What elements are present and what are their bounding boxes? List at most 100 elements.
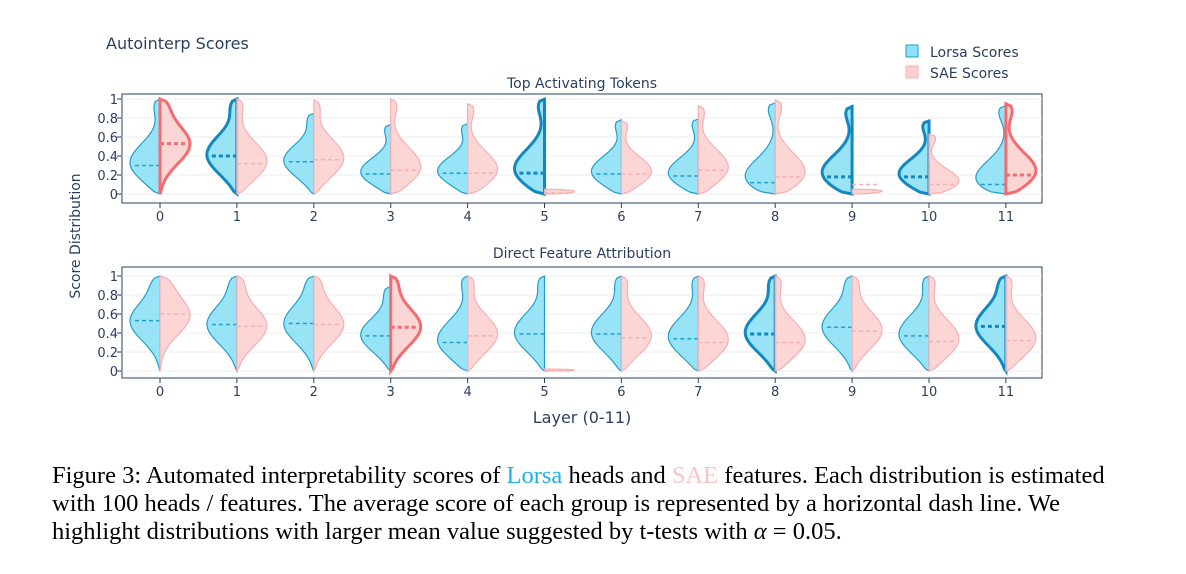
- lorsa-violin-layer-4: [436, 275, 469, 372]
- lorsa-violin-layer-11: [975, 104, 1007, 195]
- lorsa-violin-layer-9: [821, 275, 853, 373]
- sae-violin-layer-11: [1004, 101, 1038, 196]
- y-tick-label: 0.6: [97, 131, 118, 146]
- sae-violin-layer-8: [774, 275, 806, 372]
- lorsa-violin-layer-6: [590, 119, 622, 195]
- sae-violin-layer-4: [467, 102, 499, 195]
- x-tick-label: 7: [694, 210, 702, 225]
- y-tick-label: 0: [110, 365, 118, 380]
- sae-violin-layer-4: [467, 275, 499, 373]
- figure-caption: Figure 3: Automated interpretability sco…: [52, 462, 1132, 546]
- y-tick-label: 0: [110, 188, 118, 203]
- sae-violin-layer-1: [236, 98, 268, 195]
- x-tick-label: 0: [156, 385, 164, 400]
- x-tick-label: 10: [921, 210, 938, 225]
- x-tick-label: 7: [694, 385, 702, 400]
- x-tick-label: 9: [848, 210, 856, 225]
- x-tick-label: 5: [540, 385, 548, 400]
- y-tick-label: 0.6: [97, 308, 118, 323]
- legend-swatch-sae: [905, 65, 919, 79]
- x-tick-label: 1: [233, 385, 241, 400]
- legend-label-lorsa: Lorsa Scores: [930, 45, 1019, 61]
- x-tick-label: 8: [771, 210, 779, 225]
- legend-swatch-lorsa: [905, 44, 919, 58]
- lorsa-violin-layer-6: [590, 275, 622, 373]
- x-tick-label: 11: [998, 210, 1015, 225]
- sae-violin-layer-6: [620, 119, 653, 195]
- caption-prefix: Figure 3: Automated interpretability sco…: [52, 462, 507, 489]
- legend: Lorsa Scores SAE Scores: [905, 44, 1019, 82]
- caption-suffix: = 0.05.: [766, 518, 842, 545]
- sae-violin-layer-1: [236, 275, 268, 373]
- y-tick-label: 0.8: [97, 289, 118, 304]
- y-tick-label: 0.8: [97, 112, 118, 127]
- plot-frame: [121, 266, 1043, 379]
- lorsa-violin-layer-5: [512, 96, 546, 196]
- caption-mid2: features. Each distribution is estimated…: [52, 462, 1105, 545]
- lorsa-violin-layer-4: [436, 122, 469, 195]
- caption-mid1: heads and: [562, 462, 672, 489]
- lorsa-violin-layer-0: [129, 98, 161, 195]
- caption-lorsa-word: Lorsa: [506, 462, 563, 489]
- sae-violin-layer-3: [390, 98, 422, 195]
- caption-sae-word: SAE: [671, 462, 719, 489]
- figure-title: Autointerp Scores: [106, 34, 249, 53]
- lorsa-violin-layer-7: [667, 275, 699, 372]
- sae-violin-layer-2: [313, 98, 345, 196]
- x-tick-label: 9: [848, 385, 856, 400]
- lorsa-violin-layer-11: [974, 273, 1008, 376]
- x-tick-label: 8: [771, 385, 779, 400]
- panel-title: Top Activating Tokens: [506, 76, 657, 92]
- x-tick-label: 3: [387, 385, 395, 400]
- sae-violin-layer-0: [159, 275, 191, 372]
- x-tick-label: 4: [463, 385, 471, 400]
- y-tick-label: 1: [110, 93, 118, 108]
- x-tick-label: 6: [617, 385, 625, 400]
- panel-title: Direct Feature Attribution: [493, 246, 671, 262]
- x-tick-label: 1: [233, 210, 241, 225]
- x-tick-label: 3: [387, 210, 395, 225]
- lorsa-violin-layer-3: [360, 123, 392, 195]
- sae-violin-layer-9: [851, 188, 883, 195]
- y-tick-label: 1: [110, 270, 118, 285]
- lorsa-violin-layer-1: [205, 96, 239, 198]
- sae-violin-layer-7: [697, 275, 729, 372]
- sae-violin-layer-9: [851, 275, 883, 373]
- lorsa-violin-layer-1: [206, 275, 238, 374]
- y-tick-label: 0.4: [97, 150, 118, 165]
- sae-violin-layer-2: [313, 275, 345, 374]
- sae-violin-layer-10: [928, 275, 960, 372]
- x-tick-label: 2: [310, 210, 318, 225]
- sae-violin-layer-7: [697, 104, 729, 195]
- x-tick-label: 0: [156, 210, 164, 225]
- lorsa-violin-layer-5: [513, 275, 546, 373]
- lorsa-violin-layer-10: [897, 118, 931, 196]
- x-axis-title: Layer (0-11): [533, 408, 632, 427]
- sae-violin-layer-11: [1005, 275, 1037, 372]
- x-tick-label: 11: [998, 385, 1015, 400]
- lorsa-violin-layer-9: [820, 104, 854, 196]
- lorsa-violin-layer-8: [744, 101, 776, 195]
- violin-figure: Autointerp Scores Score Distribution Lay…: [68, 34, 1043, 427]
- lorsa-violin-layer-3: [360, 285, 392, 373]
- lorsa-violin-layer-0: [129, 275, 161, 372]
- lorsa-violin-layer-10: [898, 275, 930, 373]
- legend-label-sae: SAE Scores: [930, 66, 1009, 82]
- lorsa-violin-layer-8: [743, 273, 777, 374]
- x-tick-label: 2: [310, 385, 318, 400]
- sae-violin-layer-8: [774, 99, 806, 195]
- y-tick-label: 0.4: [97, 327, 118, 342]
- sae-violin-layer-6: [620, 275, 653, 373]
- y-tick-label: 0.2: [97, 169, 118, 184]
- sae-violin-layer-10: [928, 133, 960, 195]
- x-tick-label: 5: [540, 210, 548, 225]
- lorsa-violin-layer-2: [283, 112, 315, 196]
- y-tick-label: 0.2: [97, 346, 118, 361]
- sae-violin-layer-3: [389, 273, 423, 376]
- x-tick-label: 4: [463, 210, 471, 225]
- panel-direct-feature-attribution: Direct Feature Attribution 0 0.2 0.4 0.6 0.8 1…: [97, 246, 1043, 400]
- x-tick-label: 6: [617, 210, 625, 225]
- x-tick-label: 10: [921, 385, 938, 400]
- y-axis-title: Score Distribution: [68, 173, 84, 298]
